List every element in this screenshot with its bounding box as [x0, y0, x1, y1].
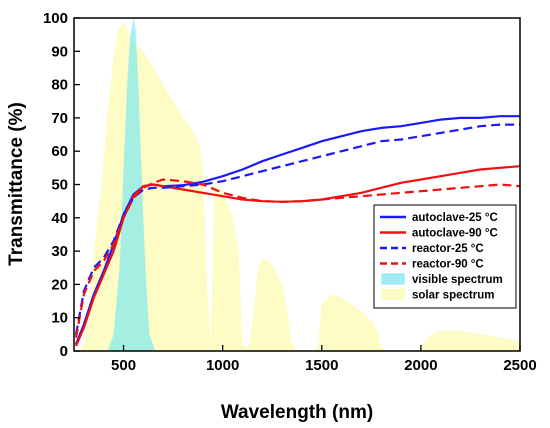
y-tick-label: 40	[51, 210, 68, 227]
legend-swatch-visible-spectrum	[381, 273, 405, 285]
legend: autoclave-25 °C autoclave-90 °C reactor-25…	[373, 204, 517, 309]
x-tick-label: 2500	[503, 357, 536, 374]
axes: 500 1000 1500 2000 2500 0 10 20 30 40 50 60 70 80 90 10…	[43, 10, 537, 374]
legend-label-reactor-25-c: reactor-25 °C	[412, 243, 484, 255]
x-axis-title: Wavelength (nm)	[221, 402, 373, 423]
legend-label-solar-spectrum: solar spectrum	[412, 290, 494, 302]
legend-label-autoclave-25-c: autoclave-25 °C	[412, 212, 498, 224]
legend-label-visible-spectrum: visible spectrum	[412, 274, 503, 286]
reactor-90-c-line	[74, 178, 520, 338]
reactor-25-c-line	[74, 123, 520, 335]
x-tick-label: 1000	[206, 357, 239, 374]
y-tick-label: 70	[51, 110, 68, 127]
y-tick-label: 0	[60, 343, 68, 360]
legend-swatch-solar-spectrum	[381, 289, 405, 300]
y-tick-label: 30	[51, 243, 68, 260]
y-tick-label: 100	[43, 10, 68, 27]
visible-spectrum-area	[107, 18, 156, 351]
legend-label-autoclave-90-c: autoclave-90 °C	[412, 228, 498, 240]
y-tick-label: 90	[51, 43, 68, 60]
legend-label-reactor-90-c: reactor-90 °C	[412, 259, 484, 271]
transmittance-lines	[74, 115, 520, 347]
spectrum-fills	[79, 18, 520, 351]
y-tick-label: 60	[51, 143, 68, 160]
y-axis-title: Transmittance (%)	[6, 102, 27, 266]
x-tick-label: 2000	[404, 357, 437, 374]
y-tick-label: 10	[51, 310, 68, 327]
y-tick-label: 50	[51, 177, 68, 194]
solar-spectrum-area	[79, 21, 520, 351]
y-tick-label: 80	[51, 77, 68, 94]
y-tick-label: 20	[51, 276, 68, 293]
x-tick-label: 1500	[305, 357, 338, 374]
x-tick-label: 500	[111, 357, 136, 374]
